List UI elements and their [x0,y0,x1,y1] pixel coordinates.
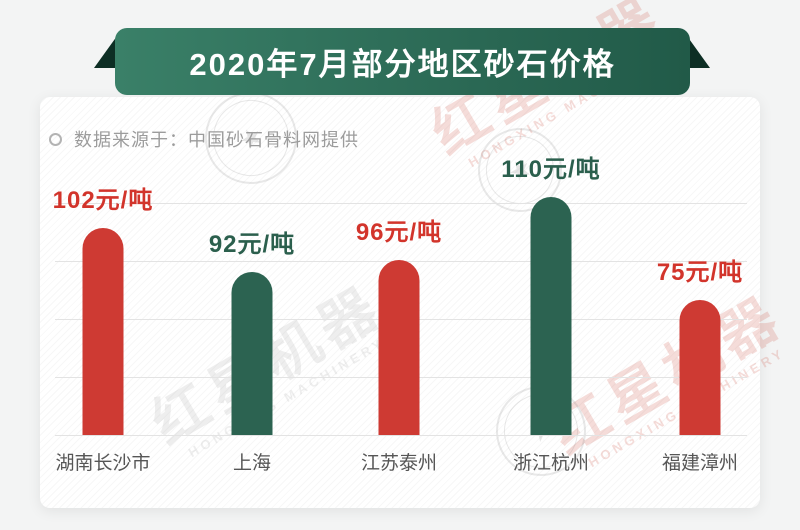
category-label: 江苏泰州 [360,453,437,474]
bar-value-label: 102元/吨 [52,187,154,214]
gridline [55,203,747,204]
circle-bullet-icon [49,132,62,146]
bar-value-label: 110元/吨 [501,156,601,183]
bar-value-label: 96元/吨 [355,219,443,246]
bar [82,228,124,435]
title-banner: 2020年7月部分地区砂石价格 [115,28,690,95]
category-label: 上海 [232,453,271,474]
data-source-text: 数据来源于：中国砂石骨料网提供 [74,130,359,150]
bar-value-label: 92元/吨 [208,231,296,258]
bar [679,300,721,435]
bar-column-fujian-zhangzhou: 75元/吨 福建漳州 [625,0,775,530]
bar-value-label: 75元/吨 [656,259,744,286]
page-title: 2020年7月部分地区砂石价格 [189,47,616,82]
bar-column-hunan-changsha: 102元/吨 湖南长沙市 [28,0,178,530]
bar-column-jiangsu-taizhou: 96元/吨 江苏泰州 [324,0,474,530]
category-label: 福建漳州 [661,453,738,474]
bar-column-zhejiang-hangzhou: 110元/吨 浙江杭州 [476,0,626,530]
bar-column-shanghai: 92元/吨 上海 [177,0,327,530]
bar [530,197,572,435]
category-label: 浙江杭州 [512,453,589,474]
category-label: 湖南长沙市 [55,453,151,474]
bar [378,260,420,435]
gridline [55,435,747,436]
data-source-row: 数据来源于：中国砂石骨料网提供 [49,126,359,152]
bar [231,272,273,435]
